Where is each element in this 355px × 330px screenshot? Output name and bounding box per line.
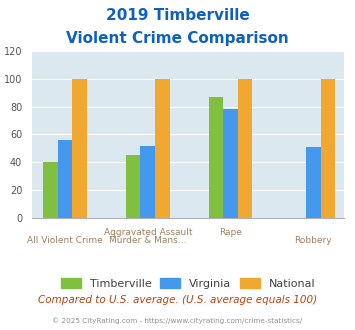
Text: © 2025 CityRating.com - https://www.cityrating.com/crime-statistics/: © 2025 CityRating.com - https://www.city… bbox=[53, 317, 302, 324]
Bar bbox=[126, 155, 141, 218]
Bar bbox=[72, 79, 87, 218]
Bar bbox=[238, 79, 252, 218]
Bar bbox=[321, 79, 335, 218]
Text: All Violent Crime: All Violent Crime bbox=[27, 236, 103, 245]
Bar bbox=[223, 110, 238, 218]
Text: Aggravated Assault: Aggravated Assault bbox=[104, 227, 192, 237]
Text: Robbery: Robbery bbox=[294, 236, 332, 245]
Bar bbox=[58, 140, 72, 218]
Bar bbox=[155, 79, 170, 218]
Text: Violent Crime Comparison: Violent Crime Comparison bbox=[66, 31, 289, 46]
Text: Compared to U.S. average. (U.S. average equals 100): Compared to U.S. average. (U.S. average … bbox=[38, 295, 317, 305]
Text: Murder & Mans...: Murder & Mans... bbox=[109, 236, 186, 245]
Bar bbox=[209, 97, 223, 218]
Text: 2019 Timberville: 2019 Timberville bbox=[106, 8, 249, 23]
Text: Rape: Rape bbox=[219, 227, 242, 237]
Bar bbox=[43, 162, 58, 218]
Bar bbox=[141, 146, 155, 218]
Legend: Timberville, Virginia, National: Timberville, Virginia, National bbox=[56, 273, 320, 293]
Bar bbox=[306, 147, 321, 218]
